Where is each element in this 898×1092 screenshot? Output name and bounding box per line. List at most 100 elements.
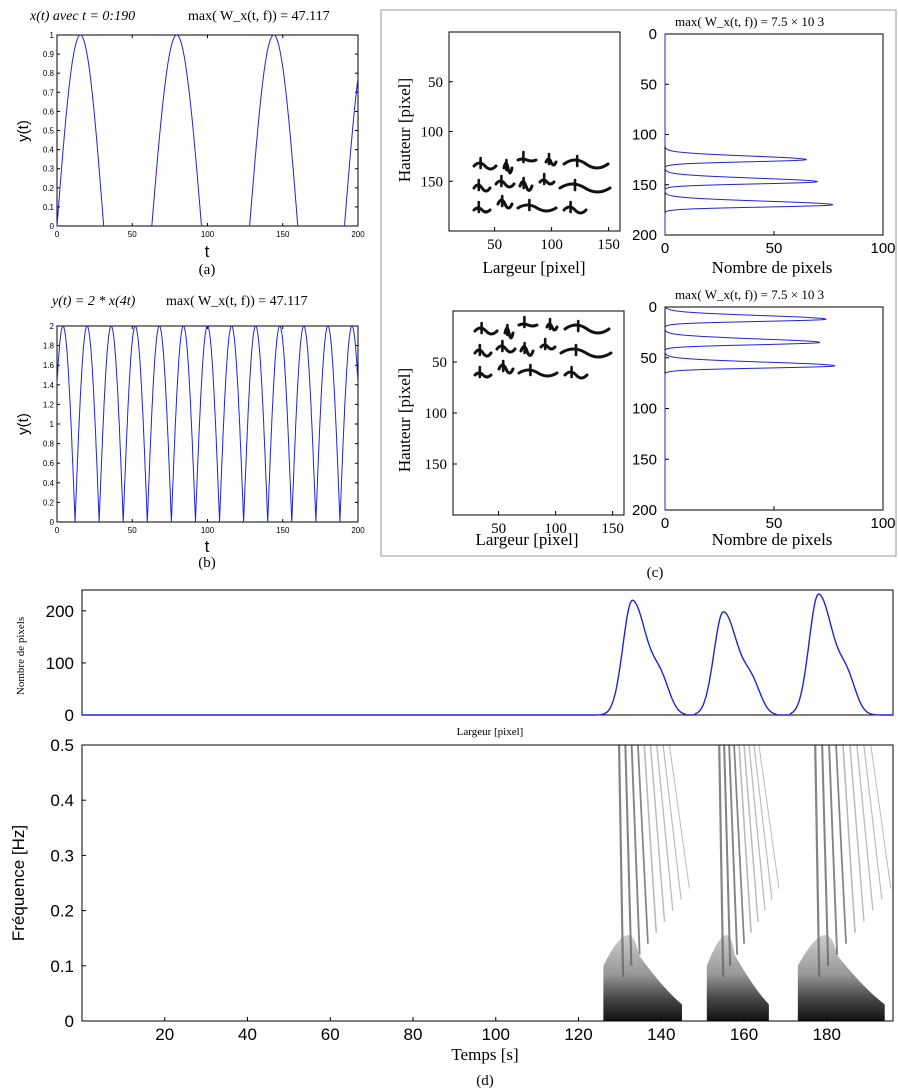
d-bottom-xtick-label: 180 <box>813 1025 841 1044</box>
c2-handwriting-stroke <box>539 343 557 351</box>
c2-handwriting-stroke <box>559 347 613 359</box>
c1-image-ytick-label: 150 <box>421 174 444 190</box>
d-bottom-xlabel: Temps [s] <box>451 1045 518 1064</box>
d-top-ylabel: Nombre de pixels <box>15 617 27 695</box>
c1-handwriting-stroke <box>538 178 556 186</box>
panel-a-xlabel: t <box>205 242 210 261</box>
panel-a-title: x(t) avec t = 0:190 <box>29 9 135 24</box>
panel-a-xtick-label: 100 <box>201 230 215 239</box>
d-bottom-ytick-label: 0.2 <box>50 902 74 921</box>
panel-b-xtick-label: 200 <box>351 526 365 535</box>
panel-a-ytick-label: 0.5 <box>43 127 55 136</box>
d-bottom-yticks: 0 0.1 0.2 0.3 0.4 0.5 <box>50 736 86 1031</box>
c1-profile-ytick-label: 100 <box>632 127 657 144</box>
d-bottom-streak <box>649 744 666 922</box>
c1-profile-frame <box>664 33 884 236</box>
d-bottom-streak <box>870 744 892 889</box>
c1-max: max( W_x(t, f)) = 7.5 × 10 3 <box>675 14 824 29</box>
d-bottom-xtick-label: 100 <box>482 1025 510 1044</box>
c1-profile-line <box>664 34 834 235</box>
panel-b-ytick-label: 0.2 <box>43 498 55 507</box>
c2-image-ticks: 50 100 150 50 100 150 <box>425 355 624 537</box>
panel-c-frame <box>380 9 897 557</box>
d-top-xlabel: Largeur [pixel] <box>457 726 524 738</box>
panel-b-ytick-label: 1.4 <box>43 381 55 390</box>
d-bottom-xtick-label: 120 <box>564 1025 592 1044</box>
c1-handwriting-stroke <box>516 157 538 163</box>
c1-handwriting-stroke <box>516 203 558 213</box>
d-bottom-streak <box>738 744 752 933</box>
d-bottom-xtick-label: 160 <box>730 1025 758 1044</box>
panel-b-frame <box>56 325 359 523</box>
d-bottom-xticks: 20 40 60 80 100 120 140 160 180 <box>155 1017 841 1044</box>
panel-d-bottom: 0 0.1 0.2 0.3 0.4 0.5 20 40 60 80 100 120 140 160 180… <box>9 736 894 1089</box>
d-bottom-ytick-label: 0 <box>65 1012 74 1031</box>
panel-a-ytick-label: 0.9 <box>43 50 55 59</box>
panel-b-yticks: 0 0.2 0.4 0.6 0.8 1 1.2 1.4 1.6 1.8 2 <box>43 322 358 527</box>
c2-handwriting-stroke <box>473 371 493 379</box>
d-bottom-streak <box>643 744 658 933</box>
c1-handwriting <box>472 150 612 215</box>
panel-a-series-line <box>56 34 359 227</box>
d-bottom-streak <box>814 744 821 977</box>
c1-image-ytick-label: 100 <box>421 125 444 141</box>
c1-profile-ytick-label: 200 <box>632 227 657 244</box>
panel-a-xtick-label: 200 <box>351 230 365 239</box>
panel-b-ytick-label: 0.4 <box>43 479 55 488</box>
c1-handwriting-stroke <box>494 179 516 189</box>
c2-profile-xtick-label: 0 <box>661 515 669 532</box>
d-bottom-streak <box>753 744 773 900</box>
panel-a-ylabel: y(t) <box>15 120 32 142</box>
panel-a-ytick-label: 1 <box>50 31 55 40</box>
d-bottom-streak <box>856 744 874 911</box>
d-bottom-streak <box>733 744 745 944</box>
c1-image-xtick-label: 150 <box>597 237 620 253</box>
c1-profile-xtick-label: 0 <box>661 240 669 257</box>
c1-handwriting-stroke <box>472 206 492 214</box>
panel-b-xtick-label: 100 <box>201 526 215 535</box>
d-bottom-streak <box>662 744 682 900</box>
c1-image-ylabel: Hauteur [pixel] <box>395 78 414 182</box>
panel-d-top: 0 100 200 Nombre de pixels Largeur [pixel] <box>15 589 894 738</box>
panel-b-title: y(t) = 2 * x(4t) <box>50 294 136 309</box>
panel-d-caption: (d) <box>476 1073 494 1089</box>
panel-a: x(t) avec t = 0:190 max( W_x(t, f)) = 47… <box>15 9 365 278</box>
d-bottom-streak <box>849 744 865 922</box>
c2-handwriting-stroke <box>495 344 517 354</box>
d-top-ytick-label: 100 <box>46 654 74 673</box>
d-bottom-streak <box>821 744 830 966</box>
c2-profile-ytick-label: 150 <box>632 451 657 468</box>
d-bottom-ytick-label: 0.1 <box>50 957 74 976</box>
d-top-ytick-label: 200 <box>46 602 74 621</box>
c2-handwriting-stroke <box>497 363 515 375</box>
d-top-frame <box>81 589 894 716</box>
panel-b-ytick-label: 1 <box>50 420 55 429</box>
c2-profile-frame <box>664 306 884 511</box>
panel-a-xticks: 0 50 100 150 200 <box>55 35 365 239</box>
panel-a-ytick-label: 0.1 <box>43 203 55 212</box>
d-bottom-ytick-label: 0.5 <box>50 736 74 755</box>
d-bottom-energy-blob <box>797 935 885 1021</box>
c2-handwriting-stroke <box>563 323 611 335</box>
c1-image-xtick-label: 50 <box>487 237 502 253</box>
c1-image-xtick-label: 100 <box>540 237 563 253</box>
panel-c-caption: (c) <box>647 565 664 581</box>
d-top-series-line <box>82 593 893 716</box>
c2-profile-xlabel: Nombre de pixels <box>712 530 833 549</box>
c1-image-xlabel: Largeur [pixel] <box>482 258 585 277</box>
d-bottom-streak <box>863 744 883 900</box>
panel-b-max: max( W_x(t, f)) = 47.117 <box>166 294 308 309</box>
d-bottom-streak <box>828 744 839 955</box>
d-bottom-streak <box>743 744 759 922</box>
panel-a-ytick-label: 0.8 <box>43 69 55 78</box>
d-bottom-streak <box>718 744 725 977</box>
panel-a-ytick-label: 0 <box>50 222 55 231</box>
c2-image-ytick-label: 100 <box>425 406 448 422</box>
c2-profile-ytick-label: 200 <box>632 502 657 519</box>
c1-profile-xtick-label: 100 <box>870 240 895 257</box>
c1-image-ytick-label: 50 <box>428 75 443 91</box>
c2-max: max( W_x(t, f)) = 7.5 × 10 3 <box>675 287 824 302</box>
c2-profile-ytick-label: 100 <box>632 401 657 418</box>
d-bottom-streak <box>835 744 847 944</box>
